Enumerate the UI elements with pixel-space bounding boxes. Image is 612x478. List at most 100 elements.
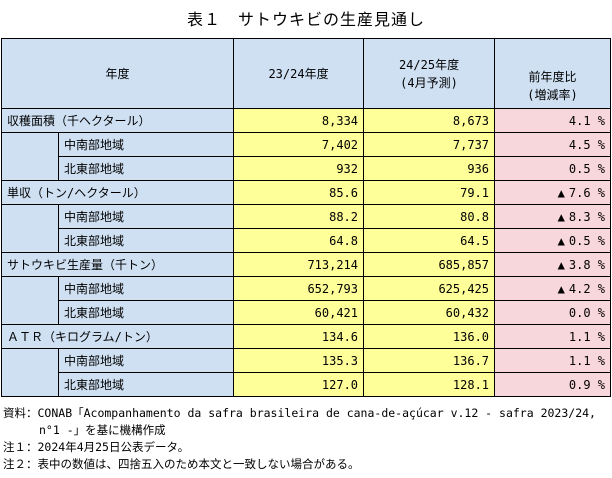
footnotes: 資料：CONAB「Acompanhamento da safra brasile…	[3, 405, 609, 473]
header-year: 年度	[0, 38, 235, 109]
change-value: 0.0 %	[568, 305, 606, 320]
row-label: ＡＴＲ（キログラム/トン）	[0, 324, 235, 349]
value-2425: 8,673	[363, 108, 496, 133]
indent-cell	[1, 372, 59, 397]
negative-marker: ▲	[557, 209, 565, 224]
change-cell: 0.5 %	[494, 156, 612, 181]
value-2324: 713,214	[233, 252, 365, 277]
row-label: 収穫面積（千ヘクタール）	[0, 108, 235, 133]
value-2425: 7,737	[363, 132, 496, 157]
header-2425-line2: (4月予測)	[400, 75, 458, 90]
indent-cell	[1, 276, 59, 301]
indent-cell	[1, 300, 59, 325]
note-2: 注２：表中の数値は、四捨五入のため本文と一致しない場合がある。	[3, 457, 360, 471]
table-row: 中南部地域 652,793 625,425 ▲ 4.2 %	[1, 276, 612, 301]
header-change-line1: 前年度比	[528, 70, 577, 84]
table-row: 中南部地域 7,402 7,737 4.5 %	[1, 132, 612, 157]
change-value: 4.5 %	[568, 137, 606, 152]
row-label: 中南部地域	[57, 132, 235, 157]
negative-marker: ▲	[557, 257, 565, 272]
source-note-line2: n°1 -」を基に機構作成	[39, 423, 166, 437]
value-2324: 652,793	[233, 276, 365, 301]
value-2324: 932	[233, 156, 365, 181]
change-cell: 1.1 %	[494, 348, 612, 373]
row-label: 北東部地域	[57, 300, 235, 325]
change-cell: 0.0 %	[494, 300, 612, 325]
value-2425: 64.5	[363, 228, 496, 253]
table-row: サトウキビ生産量（千トン） 713,214 685,857 ▲ 3.8 %	[0, 252, 612, 277]
table-row: 単収（トン/ヘクタール） 85.6 79.1 ▲ 7.6 %	[0, 180, 612, 205]
change-value: 4.2 %	[568, 281, 606, 296]
row-label: 単収（トン/ヘクタール）	[0, 180, 235, 205]
value-2425: 128.1	[363, 372, 496, 397]
row-label: 中南部地域	[57, 276, 235, 301]
negative-marker: ▲	[557, 281, 565, 296]
table-row: 中南部地域 88.2 80.8 ▲ 8.3 %	[1, 204, 612, 229]
table-row: 中南部地域 135.3 136.7 1.1 %	[1, 348, 612, 373]
table-row: 北東部地域 64.8 64.5 ▲ 0.5 %	[1, 228, 612, 253]
row-label: サトウキビ生産量（千トン）	[0, 252, 235, 277]
change-value: 4.1 %	[568, 113, 606, 128]
header-2324: 23/24年度	[233, 38, 365, 109]
table-row: 北東部地域 932 936 0.5 %	[1, 156, 612, 181]
value-2425: 685,857	[363, 252, 496, 277]
value-2324: 8,334	[233, 108, 365, 133]
change-value: 0.5 %	[568, 233, 606, 248]
change-value: 0.9 %	[568, 377, 606, 392]
change-value: 1.1 %	[568, 353, 606, 368]
change-cell: ▲ 4.2 %	[494, 276, 612, 301]
change-value: 7.6 %	[568, 185, 606, 200]
header-row: 年度 23/24年度 24/25年度 (4月予測) 前年度比 (増減率)	[0, 38, 612, 109]
header-2425: 24/25年度 (4月予測)	[363, 38, 496, 109]
indent-cell	[1, 156, 59, 181]
row-label: 北東部地域	[57, 228, 235, 253]
header-change: 前年度比 (増減率)	[494, 38, 612, 109]
value-2324: 64.8	[233, 228, 365, 253]
production-table: 年度 23/24年度 24/25年度 (4月予測) 前年度比 (増減率) 収穫面…	[0, 38, 612, 397]
change-cell: ▲ 3.8 %	[494, 252, 612, 277]
table-body: 収穫面積（千ヘクタール） 8,334 8,673 4.1 % 中南部地域 7,4…	[0, 108, 612, 397]
change-cell: 0.9 %	[494, 372, 612, 397]
negative-marker: ▲	[557, 233, 565, 248]
indent-cell	[1, 348, 59, 373]
value-2324: 135.3	[233, 348, 365, 373]
value-2324: 60,421	[233, 300, 365, 325]
change-cell: ▲ 0.5 %	[494, 228, 612, 253]
table-title: 表１ サトウキビの生産見通し	[186, 10, 425, 29]
change-cell: 4.1 %	[494, 108, 612, 133]
note-1: 注１：2024年4月25日公表データ。	[3, 440, 190, 454]
indent-cell	[1, 228, 59, 253]
change-value: 1.1 %	[568, 329, 606, 344]
header-2425-line1: 24/25年度	[398, 57, 460, 72]
change-value: 3.8 %	[568, 257, 606, 272]
table-row: ＡＴＲ（キログラム/トン） 134.6 136.0 1.1 %	[0, 324, 612, 349]
change-value: 0.5 %	[568, 161, 606, 176]
row-label: 中南部地域	[57, 204, 235, 229]
indent-cell	[1, 204, 59, 229]
value-2425: 80.8	[363, 204, 496, 229]
value-2425: 936	[363, 156, 496, 181]
indent-cell	[1, 132, 59, 157]
row-label: 北東部地域	[57, 372, 235, 397]
table-row: 北東部地域 127.0 128.1 0.9 %	[1, 372, 612, 397]
value-2425: 60,432	[363, 300, 496, 325]
value-2425: 625,425	[363, 276, 496, 301]
table-row: 北東部地域 60,421 60,432 0.0 %	[1, 300, 612, 325]
table-row: 収穫面積（千ヘクタール） 8,334 8,673 4.1 %	[0, 108, 612, 133]
change-value: 8.3 %	[568, 209, 606, 224]
header-change-line2: (増減率)	[527, 88, 578, 102]
value-2425: 136.0	[363, 324, 496, 349]
value-2324: 127.0	[233, 372, 365, 397]
negative-marker: ▲	[557, 185, 565, 200]
change-cell: ▲ 8.3 %	[494, 204, 612, 229]
value-2324: 88.2	[233, 204, 365, 229]
row-label: 中南部地域	[57, 348, 235, 373]
change-cell: ▲ 7.6 %	[494, 180, 612, 205]
row-label: 北東部地域	[57, 156, 235, 181]
value-2324: 134.6	[233, 324, 365, 349]
value-2425: 136.7	[363, 348, 496, 373]
value-2324: 7,402	[233, 132, 365, 157]
change-cell: 4.5 %	[494, 132, 612, 157]
value-2324: 85.6	[233, 180, 365, 205]
source-note-line1: 資料：CONAB「Acompanhamento da safra brasile…	[3, 406, 596, 420]
